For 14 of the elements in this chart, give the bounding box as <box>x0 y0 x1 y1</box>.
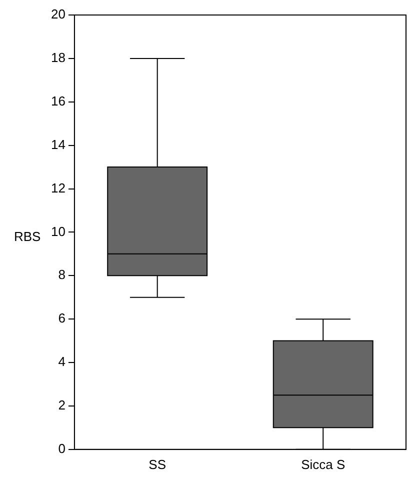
y-tick-label: 0 <box>58 440 66 456</box>
y-tick-label: 20 <box>50 6 66 22</box>
x-tick-label: SS <box>148 456 166 472</box>
y-tick-label: 6 <box>58 310 66 326</box>
y-tick-label: 14 <box>50 136 66 152</box>
y-tick-label: 10 <box>50 224 66 239</box>
y-tick-label: 16 <box>50 93 66 108</box>
y-axis-title: RBS <box>14 229 41 244</box>
y-tick-label: 12 <box>50 180 66 196</box>
y-tick-label: 18 <box>50 50 66 66</box>
x-tick-label: Sicca S <box>301 456 346 472</box>
y-tick-label: 2 <box>58 398 66 413</box>
y-tick-label: 8 <box>58 267 66 282</box>
y-tick-label: 4 <box>58 354 66 370</box>
